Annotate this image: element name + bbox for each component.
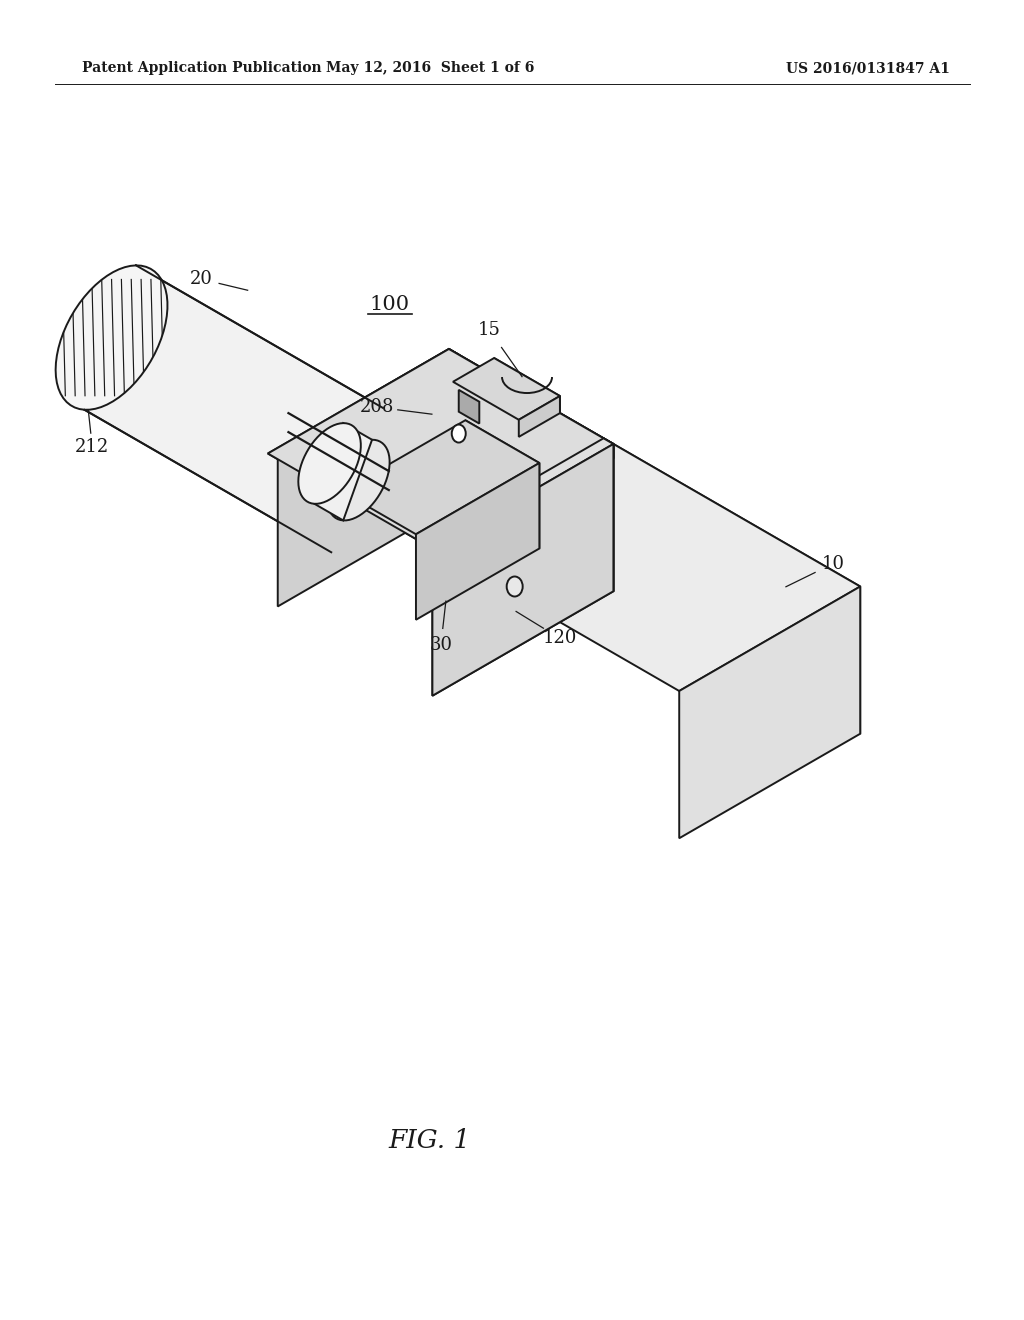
Text: 212: 212 [75,438,110,457]
Polygon shape [432,444,613,696]
Polygon shape [449,348,459,502]
Polygon shape [465,378,597,568]
Polygon shape [55,265,167,409]
Polygon shape [268,348,459,459]
Text: 20: 20 [190,271,213,288]
Polygon shape [449,348,613,458]
Polygon shape [423,438,613,549]
Polygon shape [416,463,540,620]
Polygon shape [465,420,540,549]
Polygon shape [342,420,540,535]
Polygon shape [432,444,613,696]
Polygon shape [302,408,415,552]
Text: US 2016/0131847 A1: US 2016/0131847 A1 [786,61,950,75]
Polygon shape [327,440,389,520]
Text: 30: 30 [429,636,453,655]
Polygon shape [453,358,560,420]
Ellipse shape [507,577,522,597]
Polygon shape [268,348,613,549]
Text: May 12, 2016  Sheet 1 of 6: May 12, 2016 Sheet 1 of 6 [326,61,535,75]
Text: FIG. 1: FIG. 1 [389,1127,471,1152]
Polygon shape [278,355,459,606]
Polygon shape [679,586,860,838]
Polygon shape [268,348,613,549]
Polygon shape [495,358,560,413]
Polygon shape [519,396,560,437]
Polygon shape [613,444,860,734]
Polygon shape [603,438,613,591]
Polygon shape [459,389,479,424]
Text: 100: 100 [370,296,410,314]
Polygon shape [432,444,613,562]
Text: 10: 10 [821,554,845,573]
Text: 208: 208 [359,399,394,416]
Polygon shape [449,348,613,591]
Text: 15: 15 [477,321,501,339]
Polygon shape [314,424,372,520]
Text: Patent Application Publication: Patent Application Publication [82,61,322,75]
Polygon shape [84,265,383,552]
Ellipse shape [452,425,466,442]
Polygon shape [432,444,860,690]
Text: 120: 120 [543,630,578,647]
Polygon shape [298,424,360,504]
